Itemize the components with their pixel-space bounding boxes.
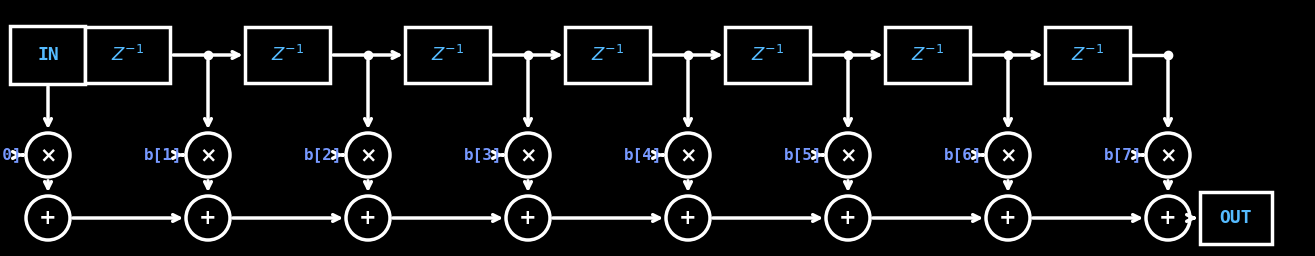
Text: ×: × [519,145,537,165]
Text: ×: × [200,145,217,165]
Text: +: + [839,208,857,228]
Text: b[7]: b[7] [1103,147,1141,163]
Circle shape [1145,196,1190,240]
Bar [246,27,330,83]
Circle shape [826,196,871,240]
Bar [565,27,651,83]
Text: ×: × [680,145,697,165]
Text: +: + [199,208,217,228]
Bar [85,27,171,83]
Text: b[6]: b[6] [943,147,982,163]
Text: ×: × [999,145,1016,165]
Text: +: + [679,208,697,228]
Circle shape [826,133,871,177]
Text: b[5]: b[5] [784,147,822,163]
Text: +: + [1160,208,1177,228]
Text: b[1]: b[1] [143,147,181,163]
Text: $Z^{-1}$: $Z^{-1}$ [911,45,944,65]
Circle shape [506,196,550,240]
Circle shape [1145,133,1190,177]
Circle shape [986,133,1030,177]
Text: b[3]: b[3] [463,147,502,163]
Bar [405,27,490,83]
Bar [11,26,85,84]
Circle shape [26,196,70,240]
Circle shape [986,196,1030,240]
Bar [1045,27,1131,83]
Bar [1201,192,1272,244]
Bar [885,27,970,83]
Circle shape [346,196,391,240]
Circle shape [185,196,230,240]
Text: OUT: OUT [1220,209,1252,227]
Text: b[2]: b[2] [304,147,342,163]
Text: b[0]: b[0] [0,147,22,163]
Circle shape [185,133,230,177]
Text: ×: × [39,145,57,165]
Text: +: + [39,208,57,228]
Text: +: + [519,208,537,228]
Bar [726,27,810,83]
Text: IN: IN [37,46,59,64]
Circle shape [346,133,391,177]
Text: $Z^{-1}$: $Z^{-1}$ [271,45,305,65]
Text: ×: × [839,145,857,165]
Text: b[4]: b[4] [623,147,661,163]
Text: ×: × [1160,145,1177,165]
Text: $Z^{-1}$: $Z^{-1}$ [431,45,464,65]
Circle shape [665,133,710,177]
Text: +: + [359,208,377,228]
Text: +: + [999,208,1016,228]
Text: ×: × [359,145,377,165]
Circle shape [506,133,550,177]
Circle shape [665,196,710,240]
Text: $Z^{-1}$: $Z^{-1}$ [592,45,625,65]
Circle shape [26,133,70,177]
Text: $Z^{-1}$: $Z^{-1}$ [1072,45,1105,65]
Text: $Z^{-1}$: $Z^{-1}$ [112,45,145,65]
Text: $Z^{-1}$: $Z^{-1}$ [751,45,785,65]
